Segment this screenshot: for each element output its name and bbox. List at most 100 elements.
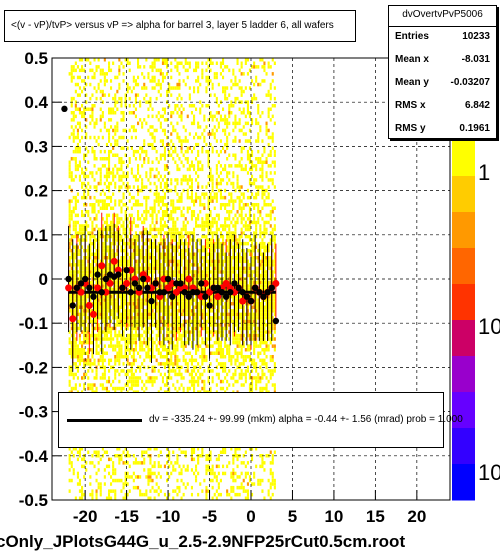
histogram-cell xyxy=(108,203,111,207)
histogram-cell xyxy=(83,372,86,377)
histogram-cell xyxy=(193,203,196,207)
histogram-cell xyxy=(128,319,131,324)
histogram-cell xyxy=(93,164,96,168)
histogram-cell xyxy=(230,210,233,214)
histogram-cell xyxy=(238,79,241,83)
histogram-cell xyxy=(159,489,162,493)
histogram-cell xyxy=(197,284,200,288)
histogram-cell xyxy=(215,457,218,462)
histogram-cell xyxy=(217,323,220,327)
histogram-cell xyxy=(226,146,229,150)
histogram-cell xyxy=(190,492,193,497)
histogram-cell xyxy=(203,203,206,207)
histogram-cell xyxy=(149,309,152,313)
histogram-cell xyxy=(145,319,148,324)
histogram-cell xyxy=(207,238,210,242)
histogram-cell xyxy=(197,273,200,278)
histogram-cell xyxy=(182,348,185,352)
histogram-cell xyxy=(209,316,212,320)
histogram-cell xyxy=(149,475,152,479)
histogram-cell xyxy=(161,178,164,182)
histogram-cell xyxy=(155,263,158,267)
histogram-cell xyxy=(209,309,212,313)
histogram-cell xyxy=(103,75,106,80)
histogram-cell xyxy=(207,489,210,493)
histogram-cell xyxy=(70,248,73,253)
histogram-cell xyxy=(157,58,160,62)
histogram-cell xyxy=(234,358,237,363)
histogram-cell xyxy=(95,323,98,327)
histogram-cell xyxy=(116,337,119,341)
histogram-cell xyxy=(76,471,79,476)
histogram-cell xyxy=(178,72,181,76)
histogram-cell xyxy=(126,277,129,281)
histogram-cell xyxy=(95,309,98,313)
histogram-cell xyxy=(147,178,150,182)
histogram-cell xyxy=(195,142,198,147)
histogram-cell xyxy=(72,280,75,285)
histogram-cell xyxy=(213,351,216,355)
histogram-cell xyxy=(105,128,108,133)
histogram-cell xyxy=(83,287,86,292)
histogram-cell xyxy=(78,383,81,387)
histogram-cell xyxy=(236,256,239,260)
histogram-cell xyxy=(155,358,158,363)
histogram-cell xyxy=(93,450,96,454)
histogram-cell xyxy=(236,241,239,246)
histogram-cell xyxy=(153,464,156,469)
histogram-cell xyxy=(166,312,169,317)
histogram-cell xyxy=(186,468,189,472)
histogram-cell xyxy=(176,259,179,264)
histogram-cell xyxy=(242,489,245,493)
histogram-cell xyxy=(234,294,237,299)
histogram-cell xyxy=(195,259,198,264)
histogram-cell xyxy=(89,280,92,285)
histogram-cell xyxy=(93,241,96,246)
histogram-cell xyxy=(143,492,146,497)
histogram-cell xyxy=(68,171,71,175)
histogram-cell xyxy=(141,305,144,309)
histogram-cell xyxy=(168,89,171,94)
histogram-cell xyxy=(240,280,243,285)
histogram-cell xyxy=(166,323,169,327)
histogram-cell xyxy=(178,231,181,235)
histogram-cell xyxy=(188,323,191,327)
histogram-cell xyxy=(234,492,237,497)
histogram-cell xyxy=(108,164,111,168)
histogram-cell xyxy=(186,280,189,285)
histogram-cell xyxy=(120,167,123,172)
histogram-cell xyxy=(87,333,90,338)
histogram-cell xyxy=(211,326,214,331)
histogram-cell xyxy=(76,132,79,136)
histogram-cell xyxy=(182,227,185,232)
histogram-cell xyxy=(172,238,175,242)
histogram-cell xyxy=(118,199,121,203)
histogram-cell xyxy=(101,312,104,317)
histogram-cell xyxy=(180,309,183,313)
histogram-cell xyxy=(83,298,86,302)
histogram-cell xyxy=(112,153,115,157)
histogram-cell xyxy=(70,294,73,299)
histogram-cell xyxy=(87,75,90,80)
histogram-cell xyxy=(215,171,218,175)
histogram-cell xyxy=(203,220,206,225)
histogram-cell xyxy=(93,362,96,366)
histogram-cell xyxy=(197,75,200,80)
histogram-cell xyxy=(188,287,191,292)
histogram-cell xyxy=(201,104,204,108)
histogram-cell xyxy=(120,333,123,338)
histogram-cell xyxy=(186,160,189,164)
histogram-cell xyxy=(72,252,75,256)
histogram-cell xyxy=(184,485,187,490)
histogram-cell xyxy=(161,252,164,256)
histogram-cell xyxy=(68,227,71,232)
histogram-cell xyxy=(205,454,208,458)
histogram-cell xyxy=(151,65,154,69)
histogram-cell xyxy=(226,319,229,324)
histogram-cell xyxy=(186,337,189,341)
histogram-cell xyxy=(147,248,150,253)
histogram-cell xyxy=(91,351,94,355)
histogram-cell xyxy=(105,185,108,189)
histogram-cell xyxy=(155,128,158,133)
histogram-cell xyxy=(145,333,148,338)
